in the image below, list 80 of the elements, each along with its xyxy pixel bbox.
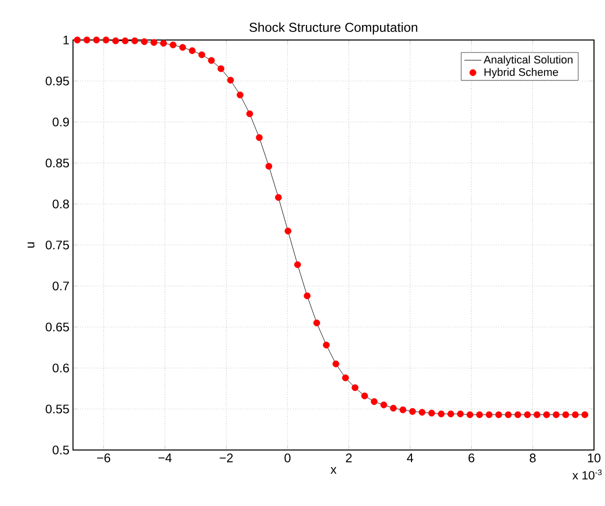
point bbox=[582, 411, 588, 418]
y-tick-label: 0.65 bbox=[46, 322, 69, 332]
point bbox=[438, 410, 445, 418]
point bbox=[304, 292, 311, 300]
y-tick-label: 0.5 bbox=[52, 446, 69, 454]
point bbox=[428, 410, 436, 416]
y-tick-label: 0.9 bbox=[52, 118, 69, 126]
point bbox=[332, 360, 340, 368]
point bbox=[93, 36, 100, 44]
point bbox=[352, 384, 358, 392]
point bbox=[140, 38, 148, 46]
point bbox=[486, 411, 492, 418]
point bbox=[400, 406, 406, 414]
point bbox=[361, 392, 368, 400]
y-tick-label: 0.95 bbox=[46, 76, 69, 86]
x-axis-title: x bbox=[330, 467, 336, 474]
point bbox=[265, 162, 272, 170]
point bbox=[514, 411, 522, 418]
x-tick-label: 6 bbox=[468, 454, 474, 462]
x-tick-label: 10 bbox=[588, 454, 600, 462]
y-tick-label: 0.55 bbox=[46, 404, 69, 414]
point bbox=[294, 261, 301, 268]
point bbox=[418, 408, 426, 416]
point bbox=[122, 37, 129, 44]
point bbox=[447, 410, 454, 418]
point bbox=[476, 411, 483, 418]
point bbox=[112, 37, 119, 44]
legend-label: Hybrid Scheme bbox=[484, 68, 558, 78]
point bbox=[102, 36, 110, 44]
point bbox=[284, 228, 292, 234]
point bbox=[275, 194, 282, 201]
point bbox=[208, 57, 215, 64]
point bbox=[524, 411, 531, 418]
x-tick-label: −6 bbox=[97, 454, 110, 462]
point bbox=[218, 65, 224, 72]
text: x 10$^{-3}$ bbox=[572, 470, 602, 480]
y-tick-label: 0.75 bbox=[46, 240, 69, 250]
y-tick-label: 0.85 bbox=[46, 158, 69, 168]
x-tick-label: −2 bbox=[220, 454, 233, 462]
legend-label: Analytical Solution bbox=[484, 55, 572, 66]
point bbox=[504, 411, 512, 418]
point bbox=[236, 92, 244, 98]
point bbox=[370, 398, 378, 406]
chart-title: Shock Structure Computation bbox=[250, 22, 418, 34]
y-axis-title: u bbox=[28, 242, 34, 248]
point bbox=[562, 411, 570, 418]
point bbox=[390, 404, 397, 412]
y-tick-label: 1 bbox=[64, 36, 69, 44]
point bbox=[552, 411, 560, 418]
y-tick-label: 0.8 bbox=[52, 200, 69, 208]
y-tick-label: 0.6 bbox=[52, 364, 69, 372]
point bbox=[179, 44, 186, 51]
x-tick-label: −4 bbox=[158, 454, 172, 462]
point bbox=[246, 110, 254, 118]
point bbox=[543, 411, 550, 418]
point bbox=[227, 76, 234, 84]
point bbox=[74, 36, 81, 44]
point bbox=[380, 402, 388, 408]
point bbox=[313, 320, 320, 326]
point bbox=[572, 411, 579, 418]
point bbox=[409, 408, 416, 415]
point bbox=[534, 411, 540, 418]
x-tick-label: 8 bbox=[530, 454, 536, 462]
point bbox=[322, 342, 330, 348]
point bbox=[131, 37, 138, 44]
point bbox=[466, 411, 474, 418]
y-tick-label: 0.7 bbox=[52, 282, 69, 290]
point bbox=[188, 47, 196, 54]
point bbox=[456, 410, 464, 418]
point bbox=[170, 42, 176, 48]
point bbox=[83, 36, 90, 44]
point bbox=[198, 51, 206, 58]
x-tick-label: 4 bbox=[406, 454, 414, 462]
point bbox=[342, 374, 349, 382]
point bbox=[256, 134, 263, 141]
point bbox=[160, 40, 167, 47]
point bbox=[150, 39, 158, 46]
x-tick-label: 2 bbox=[346, 454, 352, 462]
point bbox=[495, 411, 502, 418]
x-tick-label: 0 bbox=[284, 454, 291, 462]
